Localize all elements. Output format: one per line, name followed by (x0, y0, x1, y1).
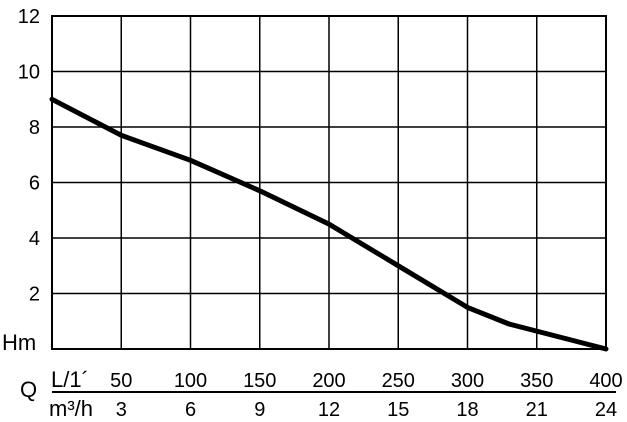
x-secondary-tick-label: 18 (456, 399, 478, 421)
y-tick-label: 12 (18, 6, 40, 28)
x-primary-tick-label: 400 (589, 370, 622, 392)
grid-lines (52, 16, 606, 349)
x-secondary-tick-label: 24 (595, 399, 617, 421)
y-tick-label: 4 (29, 228, 40, 250)
x-secondary-tick-label: 12 (318, 399, 340, 421)
y-tick-label: 10 (18, 62, 40, 84)
y-tick-label: 6 (29, 173, 40, 195)
x-secondary-tick-label: 9 (254, 399, 265, 421)
x-secondary-unit: m³/h (49, 396, 93, 421)
x-primary-tick-label: 150 (243, 370, 276, 392)
x-primary-tick-label: 250 (382, 370, 415, 392)
x-primary-tick-label: 100 (174, 370, 207, 392)
x-secondary-tick-label: 15 (387, 399, 409, 421)
y-axis-label: Hm (2, 330, 36, 355)
x-secondary-tick-label: 6 (185, 399, 196, 421)
x-primary-unit: L/1´ (51, 367, 89, 392)
x-primary-tick-label: 300 (451, 370, 484, 392)
y-tick-label: 8 (29, 117, 40, 139)
y-tick-label: 2 (29, 284, 40, 306)
x-secondary-tick-labels: 3 6 9 12 15 18 21 24 (116, 399, 617, 421)
series-line (49, 96, 609, 352)
x-secondary-tick-label: 3 (116, 399, 127, 421)
x-secondary-tick-label: 21 (526, 399, 548, 421)
x-primary-tick-label: 50 (110, 370, 132, 392)
x-primary-tick-labels: 50 100 150 200 250 300 350 400 (110, 370, 623, 392)
x-axis-prefix: Q (20, 377, 37, 402)
x-primary-tick-label: 350 (520, 370, 553, 392)
x-primary-tick-label: 200 (312, 370, 345, 392)
y-tick-labels: 2 4 6 8 10 12 (18, 6, 40, 306)
